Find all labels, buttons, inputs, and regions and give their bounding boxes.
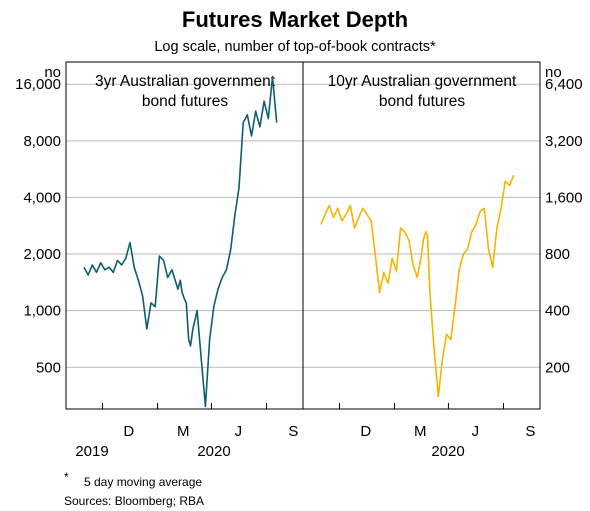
footnote-text: 5 day moving average xyxy=(84,475,202,489)
x-tick-label: M xyxy=(177,423,190,440)
left-y-tick-labels: 500 1,000 2,000 4,000 8,000 16,000 xyxy=(15,76,61,376)
y-tick-label: 800 xyxy=(545,246,570,263)
series-lines xyxy=(83,76,515,408)
y-tick-label: 6,400 xyxy=(545,76,583,93)
y-tick-label: 8,000 xyxy=(23,133,61,150)
left-panel-title-line-1: 3yr Australian government xyxy=(95,73,276,90)
x-tick-label: J xyxy=(472,423,480,440)
x-tick-label: J xyxy=(235,423,243,440)
year-label-2020-left: 2020 xyxy=(197,443,230,460)
right-y-tick-labels: 200 400 800 1,600 3,200 6,400 xyxy=(545,76,583,376)
right-panel-title-line-1: 10yr Australian government xyxy=(328,73,517,90)
panel-frame xyxy=(65,61,541,410)
year-label-2020-right: 2020 xyxy=(431,443,464,460)
x-tick-label: S xyxy=(288,423,298,440)
series-line-3yr xyxy=(83,76,278,408)
right-axis-unit: no xyxy=(545,64,562,81)
y-tick-label: 1,000 xyxy=(23,303,61,320)
x-tick-label: M xyxy=(414,423,427,440)
x-axis-ticks xyxy=(102,403,504,409)
y-tick-label: 2,000 xyxy=(23,246,61,263)
sources-note: Sources: Bloomberg; RBA xyxy=(64,494,204,508)
y-tick-label: 200 xyxy=(545,359,570,376)
series-line-10yr xyxy=(320,174,515,398)
left-axis-unit: no xyxy=(44,64,61,81)
chart-subtitle: Log scale, number of top-of-book contrac… xyxy=(154,39,436,55)
y-tick-label: 16,000 xyxy=(15,76,61,93)
y-tick-label: 500 xyxy=(36,359,61,376)
y-tick-label: 4,000 xyxy=(23,189,61,206)
x-tick-label: D xyxy=(123,423,134,440)
y-tick-label: 3,200 xyxy=(545,133,583,150)
x-tick-label: D xyxy=(360,423,371,440)
right-panel-title-line-2: bond futures xyxy=(379,93,465,110)
chart-title: Futures Market Depth xyxy=(182,7,408,32)
x-tick-label: S xyxy=(525,423,535,440)
footnote-marker: * xyxy=(64,470,69,484)
y-tick-label: 1,600 xyxy=(545,189,583,206)
year-label-2019: 2019 xyxy=(75,443,108,460)
y-tick-label: 400 xyxy=(545,303,570,320)
left-panel-title-line-2: bond futures xyxy=(142,93,228,110)
